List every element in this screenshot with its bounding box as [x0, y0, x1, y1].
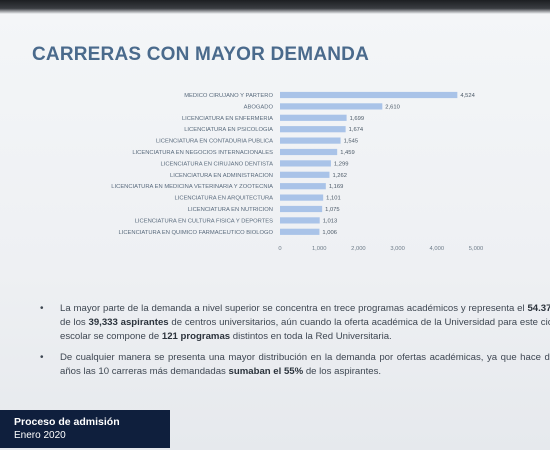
bullet-list: • La mayor parte de la demanda a nivel s… — [40, 302, 550, 386]
footer-process-label: Proceso de admisión — [14, 416, 120, 428]
category-label: LICENCIATURA EN NUTRICION — [188, 207, 273, 213]
x-tick-label: 4,000 — [430, 246, 445, 252]
bullet-text-demand-summary: La mayor parte de la demanda a nivel sup… — [60, 302, 550, 344]
x-tick-label: 1,000 — [312, 246, 327, 252]
value-label: 4,524 — [460, 93, 475, 99]
value-label: 1,013 — [323, 218, 338, 224]
category-label: LICENCIATURA EN ARQUITECTURA — [175, 196, 274, 202]
bar — [280, 137, 341, 144]
x-tick-label: 3,000 — [390, 246, 405, 252]
bar — [280, 171, 330, 178]
value-label: 1,075 — [325, 207, 340, 213]
bar — [280, 103, 383, 110]
bullet-emphasis: 39,333 aspirantes — [88, 317, 169, 328]
value-label: 1,699 — [350, 116, 365, 122]
value-label: 1,006 — [322, 230, 337, 236]
category-label: LICENCIATURA EN ADMINISTRACION — [170, 173, 273, 179]
bullet-item: • De cualquier manera se presenta una ma… — [40, 351, 550, 379]
bullet-emphasis: sumaban el 55% — [228, 366, 304, 377]
bar — [280, 126, 346, 133]
value-label: 1,262 — [332, 173, 347, 179]
bar — [280, 160, 331, 167]
bullet-item: • La mayor parte de la demanda a nivel s… — [40, 302, 550, 344]
bullet-text-distribution: De cualquier manera se presenta una mayo… — [60, 351, 550, 379]
bullet-run: de los aspirantes. — [303, 366, 382, 377]
x-tick-label: 0 — [278, 246, 281, 252]
slide-title: CARRERAS CON MAYOR DEMANDA — [32, 44, 370, 65]
x-tick-label: 2,000 — [351, 246, 366, 252]
category-label: LICENCIATURA EN CONTADURIA PUBLICA — [156, 139, 273, 145]
category-label: LICENCIATURA EN NEGOCIOS INTERNACIONALES — [132, 150, 273, 156]
bullet-emphasis: 54.37% — [527, 303, 550, 314]
bar — [280, 228, 320, 235]
footer-date-label: Enero 2020 — [14, 430, 66, 441]
bullet-run: La mayor parte de la demanda a nivel sup… — [60, 303, 528, 314]
bar — [280, 114, 347, 121]
bullet-dot: • — [40, 303, 44, 314]
bar — [280, 148, 338, 156]
bar — [280, 91, 458, 99]
bullet-emphasis: 121 programas — [161, 331, 231, 342]
bar — [280, 205, 323, 213]
bar — [280, 217, 320, 224]
category-label: LICENCIATURA EN ENFERMERIA — [182, 116, 273, 122]
bullet-run: De cualquier manera se presenta una mayo… — [60, 352, 550, 377]
value-label: 1,169 — [329, 184, 344, 190]
top-shadow-bar — [0, 0, 550, 14]
category-label: LICENCIATURA EN PSICOLOGIA — [184, 127, 273, 133]
x-tick-label: 5,000 — [469, 246, 484, 252]
bar — [280, 183, 326, 190]
value-label: 1,545 — [344, 139, 359, 145]
bullet-run: de los — [60, 317, 89, 328]
bar — [280, 194, 324, 201]
category-label: ABOGADO — [244, 104, 274, 110]
category-label: MEDICO CIRUJANO Y PARTERO — [184, 93, 273, 99]
category-label: LICENCIATURA EN MEDICINA VETERINARIA Y Z… — [111, 184, 273, 190]
category-label: LICENCIATURA EN QUIMICO FARMACEUTICO BIO… — [119, 230, 274, 236]
demand-bar-chart: MEDICO CIRUJANO Y PARTERO 4,524 ABOGADO 2,6… — [111, 91, 484, 252]
footer-badge: Proceso de admisión Enero 2020 — [0, 410, 170, 448]
value-label: 2,610 — [385, 104, 400, 110]
bullet-run: distintos en toda la Red Universitaria. — [230, 331, 392, 342]
bullet-dot: • — [40, 352, 44, 363]
value-label: 1,101 — [326, 196, 341, 202]
value-label: 1,299 — [334, 161, 349, 167]
category-label: LICENCIATURA EN CIRUJANO DENTISTA — [160, 161, 273, 167]
bullet-run: de centros universitarios, aún cuando la… — [60, 317, 550, 342]
value-label: 1,459 — [340, 150, 355, 156]
category-label: LICENCIATURA EN CULTURA FISICA Y DEPORTE… — [135, 218, 273, 224]
value-label: 1,674 — [349, 127, 364, 133]
